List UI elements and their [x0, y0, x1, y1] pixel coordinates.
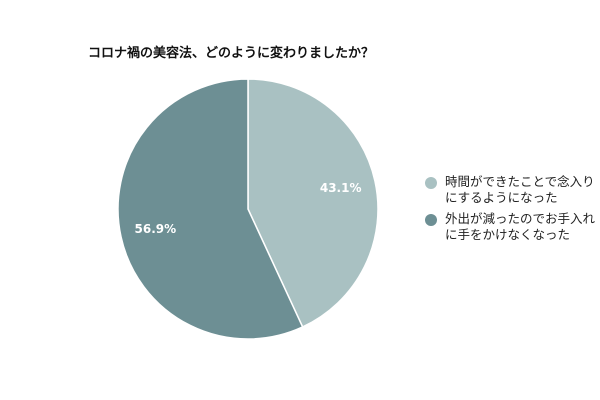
legend-item-0[interactable]: 時間ができたことで念入りにするようになった: [425, 174, 600, 206]
pie-slices: [117, 78, 379, 340]
legend-swatch-1: [425, 214, 437, 226]
chart-title: コロナ禍の美容法、どのように変わりましたか？: [88, 46, 375, 61]
legend: 時間ができたことで念入りにするようになった 外出が減ったのでお手入れに手をかけな…: [425, 174, 600, 248]
legend-swatch-0: [425, 177, 437, 189]
legend-label-0: 時間ができたことで念入りにするようになった: [445, 174, 595, 205]
pie-slice-1[interactable]: [117, 78, 304, 340]
legend-label-1: 外出が減ったのでお手入れに手をかけなくなった: [445, 211, 596, 242]
pie-data-label-0: 43.1%: [320, 181, 362, 195]
pie-data-labels: 43.1% 56.9%: [135, 181, 362, 236]
pie-data-label-1: 56.9%: [135, 222, 177, 236]
pie-slice-0[interactable]: [247, 78, 379, 328]
legend-item-1[interactable]: 外出が減ったのでお手入れに手をかけなくなった: [425, 211, 600, 243]
